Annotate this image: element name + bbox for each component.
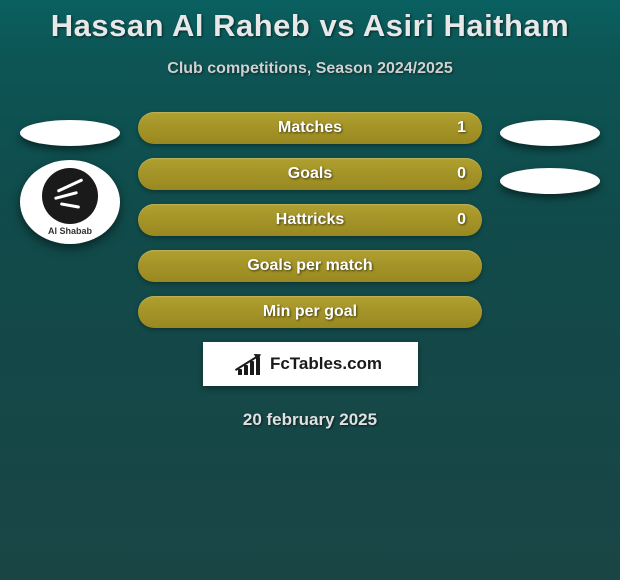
player2-placeholder-1 (500, 120, 600, 146)
stat-row-min-per-goal: Min per goal (138, 296, 482, 328)
left-player-column: Al Shabab (10, 120, 130, 244)
stat-value: 0 (457, 211, 466, 229)
stat-row-goals: Goals 0 (138, 158, 482, 190)
branding-badge: FcTables.com (203, 342, 418, 386)
branding-chart-icon (238, 353, 264, 375)
club-logo-icon (42, 168, 98, 224)
stat-label: Min per goal (263, 303, 357, 321)
stats-column: Matches 1 Goals 0 Hattricks 0 Goals per … (138, 112, 482, 328)
stat-value: 0 (457, 165, 466, 183)
comparison-card: Hassan Al Raheb vs Asiri Haitham Club co… (0, 0, 620, 430)
date-label: 20 february 2025 (0, 410, 620, 430)
player1-club-badge: Al Shabab (20, 160, 120, 244)
player2-placeholder-2 (500, 168, 600, 194)
subtitle: Club competitions, Season 2024/2025 (0, 60, 620, 78)
stat-value: 1 (457, 119, 466, 137)
stat-row-matches: Matches 1 (138, 112, 482, 144)
stat-row-hattricks: Hattricks 0 (138, 204, 482, 236)
stat-label: Goals per match (247, 257, 372, 275)
stat-label: Matches (278, 119, 342, 137)
stat-row-goals-per-match: Goals per match (138, 250, 482, 282)
player1-placeholder (20, 120, 120, 146)
right-player-column (490, 120, 610, 194)
stat-label: Hattricks (276, 211, 344, 229)
stat-label: Goals (288, 165, 332, 183)
branding-text: FcTables.com (270, 354, 382, 374)
club-name: Al Shabab (48, 226, 92, 236)
page-title: Hassan Al Raheb vs Asiri Haitham (0, 8, 620, 44)
